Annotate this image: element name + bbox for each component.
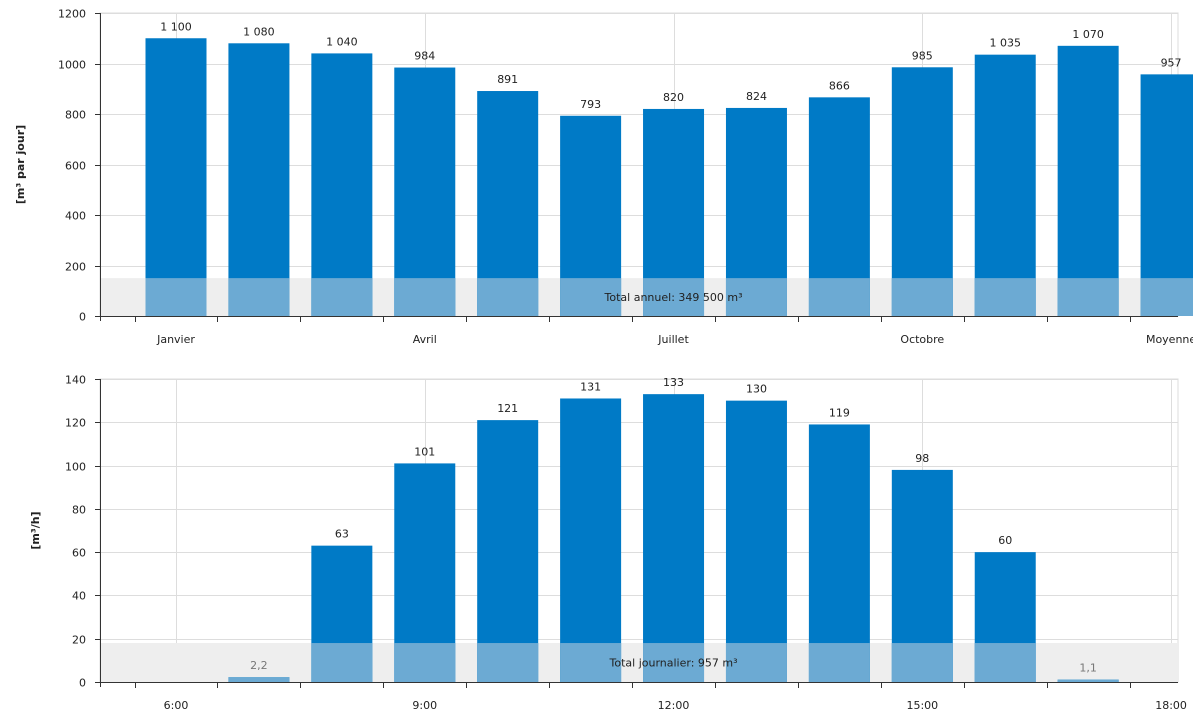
x-tick-label: Avril [413,333,437,346]
bar [477,420,539,682]
band-label: Total journalier: 957 m³ [609,657,738,670]
bar-band-overlay [394,643,456,682]
data-label: 985 [912,49,933,62]
data-label: 63 [335,528,349,541]
data-label: 1 100 [160,20,192,33]
bar [560,398,622,682]
y-tick-label: 40 [72,590,86,603]
data-label: 984 [414,50,435,63]
bar-band-overlay [808,643,870,682]
bar-band-overlay [1140,278,1193,316]
hourly-bar-chart: 2,2 63 101 121 131 133 130 119 98 60 1,1 Total jour… [29,374,1187,713]
y-axis-label: [m³/h] [29,511,42,549]
data-label: 866 [829,79,850,92]
data-label: 131 [580,380,601,393]
y-tick-label: 1000 [58,59,86,72]
bar-band-overlay [891,643,953,682]
bar-band-overlay [725,643,787,682]
bar-band-overlay [477,278,539,316]
y-tick-label: 0 [79,677,86,690]
data-label: 1 035 [989,37,1021,50]
bar-band-overlay [1057,679,1119,682]
y-tick-label: 800 [65,109,86,122]
bar-band-overlay [643,643,705,682]
bar-band-overlay [311,643,373,682]
x-tick-label: 6:00 [164,699,189,712]
data-label: 793 [580,98,601,111]
y-tick-label: 20 [72,634,86,647]
bar [725,400,787,682]
x-tick-label: Octobre [900,333,944,346]
data-label: 2,2 [250,659,268,672]
bar-band-overlay [311,278,373,316]
data-label: 101 [414,445,435,458]
band-label: Total annuel: 349 500 m³ [604,291,743,304]
x-tick-label: 18:00 [1155,699,1187,712]
data-label: 1 070 [1072,28,1104,41]
bar [394,67,456,316]
data-label: 119 [829,406,850,419]
x-tick-label: 15:00 [906,699,938,712]
y-tick-label: 400 [65,210,86,223]
bar [891,67,953,316]
data-label: 1 080 [243,25,275,38]
bar-band-overlay [228,278,290,316]
data-label: 824 [746,90,767,103]
bar-band-overlay [145,278,207,316]
y-axis-label: [m³ par jour] [14,125,27,204]
bar [1140,74,1193,316]
y-tick-label: 600 [65,160,86,173]
bar-band-overlay [974,643,1036,682]
data-label: 820 [663,91,684,104]
x-tick-label: 9:00 [412,699,437,712]
y-tick-label: 1200 [58,8,86,21]
bar [808,424,870,682]
bar-band-overlay [477,643,539,682]
bar-band-overlay [394,278,456,316]
y-tick-label: 80 [72,504,86,517]
bar-band-overlay [228,677,290,682]
bar-band-overlay [643,278,705,316]
data-label: 98 [915,452,929,465]
y-tick-label: 140 [65,374,86,387]
bar-band-overlay [891,278,953,316]
data-label: 891 [497,73,518,86]
x-tick-label: 12:00 [658,699,690,712]
data-label: 60 [998,534,1012,547]
data-label: 133 [663,376,684,389]
x-tick-label: Juillet [657,333,689,346]
bar-band-overlay [560,278,622,316]
bar-band-overlay [974,278,1036,316]
y-tick-label: 120 [65,417,86,430]
y-tick-label: 100 [65,461,86,474]
data-label: 130 [746,383,767,396]
x-tick-label: Moyenne [1146,333,1193,346]
bar [145,38,207,316]
x-tick-label: Janvier [156,333,195,346]
bar-band-overlay [808,278,870,316]
monthly-bar-chart: 1 100 1 080 1 040 984 891 793 820 824 866 985 1 03… [14,8,1193,346]
bar-band-overlay [1057,278,1119,316]
y-tick-label: 60 [72,547,86,560]
bar [643,394,705,682]
data-label: 1,1 [1079,662,1097,675]
bar [311,53,373,317]
data-label: 121 [497,402,518,415]
bar [974,54,1036,316]
bar [1057,45,1119,316]
data-label: 1 040 [326,35,358,48]
y-tick-label: 200 [65,261,86,274]
bar-band-overlay [725,278,787,316]
bar-band-overlay [560,643,622,682]
data-label: 957 [1161,56,1182,69]
y-tick-label: 0 [79,311,86,324]
bar [228,43,290,317]
